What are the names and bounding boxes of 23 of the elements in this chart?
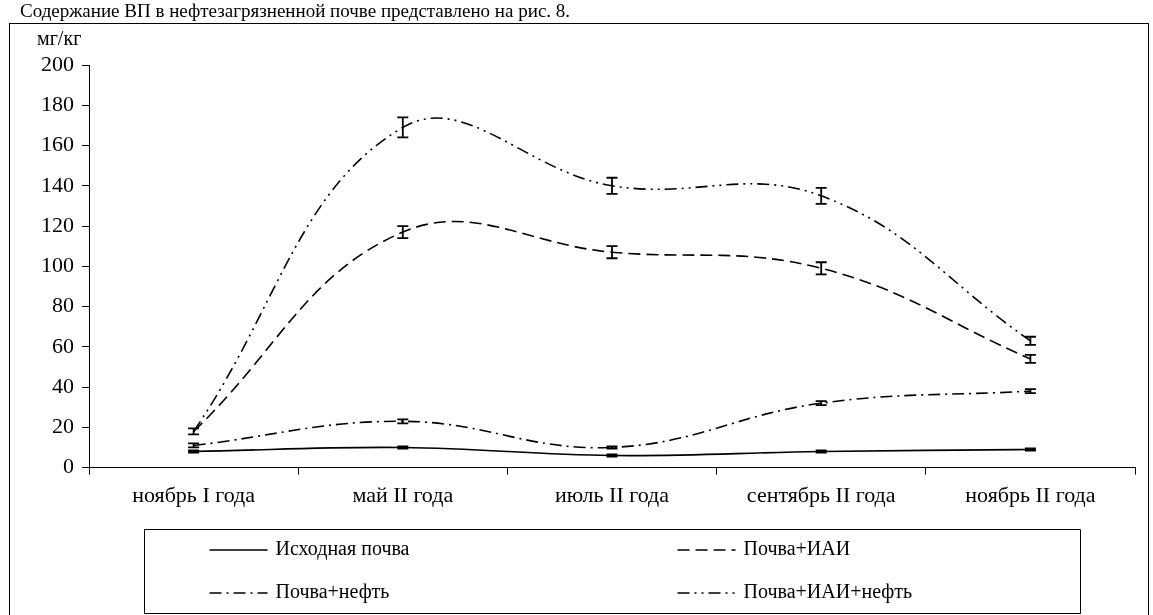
- legend-label: Почва+ИАИ: [743, 537, 851, 560]
- text: Содержание ВП в нефтезагрязненной почве представлено на рис. 8.: [20, 0, 571, 21]
- x-tick-label: ноябрь II года: [965, 481, 1096, 507]
- y-tick-label: 120: [41, 211, 74, 237]
- x-tick-label: май II года: [352, 481, 454, 507]
- x-tick-label: июль II года: [554, 481, 670, 507]
- y-tick-label: 180: [41, 91, 74, 117]
- y-tick-label: 0: [63, 453, 74, 479]
- y-tick-label: 140: [41, 171, 74, 197]
- y-tick-label: 20: [52, 413, 74, 439]
- y-tick-label: 160: [41, 131, 74, 157]
- legend-label: Почва+ИАИ+нефть: [743, 580, 913, 604]
- y-axis-title: мг/кг: [37, 27, 82, 49]
- y-tick-label: 200: [41, 50, 74, 76]
- x-tick-label: ноябрь I года: [132, 481, 256, 507]
- line-series: [192, 390, 1032, 449]
- x-tick-label: сентябрь II года: [746, 481, 896, 507]
- legend-label: Исходная почва: [275, 537, 410, 561]
- y-tick-label: 80: [52, 292, 74, 318]
- legend-label: Почва+нефть: [275, 580, 390, 604]
- y-tick-label: 60: [52, 332, 74, 358]
- y-tick-label: 100: [41, 252, 74, 278]
- y-tick-label: 40: [52, 372, 74, 398]
